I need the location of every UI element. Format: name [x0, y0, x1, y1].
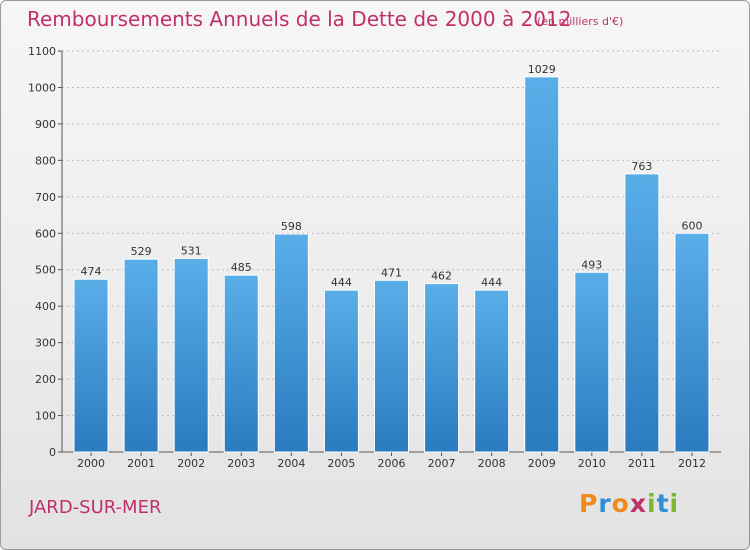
logo-letter: i [669, 489, 680, 518]
bar-value-label: 600 [681, 219, 702, 232]
bar [524, 76, 560, 453]
bar [474, 289, 510, 453]
x-tick-label: 2000 [77, 457, 105, 470]
logo-letter: r [598, 489, 612, 518]
bar [273, 233, 309, 453]
y-tick-label: 0 [49, 446, 56, 459]
commune-name: JARD-SUR-MER [29, 497, 162, 518]
chart-subtitle: (en milliers d'€) [537, 15, 624, 28]
x-tick-label: 2006 [378, 457, 406, 470]
bar [424, 283, 460, 453]
bar-value-label: 444 [331, 276, 352, 289]
bar [323, 289, 359, 453]
x-tick-label: 2008 [478, 457, 506, 470]
bar-value-label: 474 [81, 265, 102, 278]
bar-value-label: 1029 [528, 63, 556, 76]
bar-value-label: 493 [581, 258, 602, 271]
bar [123, 258, 159, 453]
bar [674, 232, 710, 453]
bar [173, 257, 209, 453]
y-tick-label: 400 [35, 300, 56, 313]
bar-value-label: 531 [181, 244, 202, 257]
y-tick-label: 700 [35, 191, 56, 204]
bar-value-label: 485 [231, 261, 252, 274]
y-tick-label: 1100 [28, 45, 56, 58]
x-tick-label: 2005 [327, 457, 355, 470]
x-tick-label: 2003 [227, 457, 255, 470]
logo-letter: x [629, 489, 647, 518]
x-tick-label: 2004 [277, 457, 305, 470]
y-tick-label: 600 [35, 227, 56, 240]
bar-value-label: 598 [281, 220, 302, 233]
x-tick-label: 2002 [177, 457, 205, 470]
y-tick-label: 100 [35, 410, 56, 423]
bar [73, 278, 109, 453]
y-tick-label: 500 [35, 264, 56, 277]
x-tick-label: 2009 [528, 457, 556, 470]
y-tick-label: 300 [35, 337, 56, 350]
bar-value-label: 471 [381, 266, 402, 279]
logo-letter: P [579, 489, 599, 518]
bar [374, 279, 409, 453]
x-tick-label: 2012 [678, 457, 706, 470]
y-tick-label: 1000 [28, 81, 56, 94]
bar [624, 173, 660, 453]
x-tick-label: 2007 [428, 457, 456, 470]
bar-value-label: 529 [131, 245, 152, 258]
logo-letter: o [611, 489, 630, 518]
x-tick-label: 2011 [628, 457, 656, 470]
y-tick-label: 200 [35, 373, 56, 386]
logo-letter: i [647, 489, 657, 518]
y-tick-label: 900 [35, 118, 56, 131]
bar [574, 271, 610, 453]
bar-layer: 474 529 531 485 598 444 471 462 444 1029 493 763 600 [73, 63, 710, 453]
chart-title: Remboursements Annuels de la Dette de 20… [27, 7, 572, 31]
axis-layer: 0 100 200 300 400 500 600 700 800 900 1000 1100 2000… [28, 45, 721, 470]
bar-value-label: 444 [481, 276, 502, 289]
x-tick-label: 2010 [578, 457, 606, 470]
logo-letter: t [656, 489, 670, 518]
proxiti-logo[interactable]: Proxiti [579, 489, 679, 518]
bar [223, 274, 259, 453]
y-tick-label: 800 [35, 154, 56, 167]
bar-value-label: 763 [631, 160, 652, 173]
x-tick-label: 2001 [127, 457, 155, 470]
bar-value-label: 462 [431, 270, 452, 283]
